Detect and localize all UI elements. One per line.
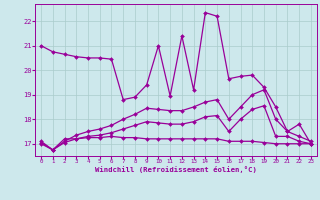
X-axis label: Windchill (Refroidissement éolien,°C): Windchill (Refroidissement éolien,°C) bbox=[95, 166, 257, 173]
